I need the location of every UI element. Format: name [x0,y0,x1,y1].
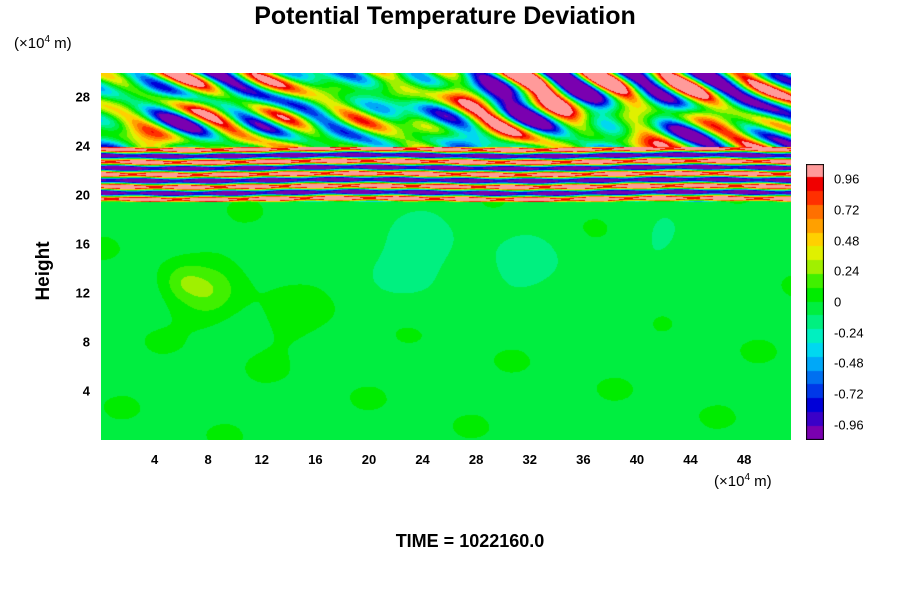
x-tick-label: 48 [736,452,752,467]
colorbar-tick-label: 0 [834,294,842,310]
y-unit-prefix: (×10 [14,35,45,52]
y-tick-label: 28 [75,89,90,105]
x-tick-label: 8 [204,452,212,467]
x-unit-prefix: (×10 [714,473,745,490]
heatmap-plot-area [101,73,791,440]
y-tick-label: 24 [75,138,90,154]
colorbar-tick-label: -0.96 [834,417,864,433]
colorbar-tick-label: 0.72 [834,202,860,218]
y-tick-label: 8 [82,334,90,350]
x-axis-unit: (×104 m) [714,472,772,490]
colorbar-tick-label: -0.24 [834,325,864,341]
y-unit-suffix: m) [50,35,72,52]
x-unit-exponent: 4 [744,472,751,483]
x-tick-label: 4 [150,452,159,467]
x-tick-label: 28 [468,452,484,467]
x-tick-label: 24 [415,452,430,467]
colorbar-tick-label: -0.72 [834,386,864,402]
y-unit-exponent: 4 [44,34,51,45]
chart-title: Potential Temperature Deviation [254,2,636,30]
y-tick-label: 20 [75,187,90,203]
y-tick-label: 12 [75,285,90,301]
y-axis-unit: (×104 m) [14,34,72,52]
x-tick-label: 32 [522,452,537,467]
colorbar-tick-label: 0.48 [834,233,860,249]
x-tick-label: 16 [308,452,323,467]
colorbar-tick-label: 0.24 [834,263,860,279]
x-tick-label: 44 [683,452,698,467]
time-annotation: TIME = 1022160.0 [395,531,545,551]
y-tick-label: 4 [82,383,90,399]
x-tick-label: 36 [576,452,591,467]
colorbar [806,164,824,440]
colorbar-tick-label: -0.48 [834,355,864,371]
x-unit-suffix: m) [750,473,772,490]
colorbar-tick-label: 0.96 [834,171,860,187]
y-axis-label: Height [33,241,54,301]
y-tick-label: 16 [75,236,90,252]
x-tick-label: 20 [361,452,377,467]
x-tick-label: 12 [254,452,269,467]
x-tick-label: 40 [629,452,645,467]
